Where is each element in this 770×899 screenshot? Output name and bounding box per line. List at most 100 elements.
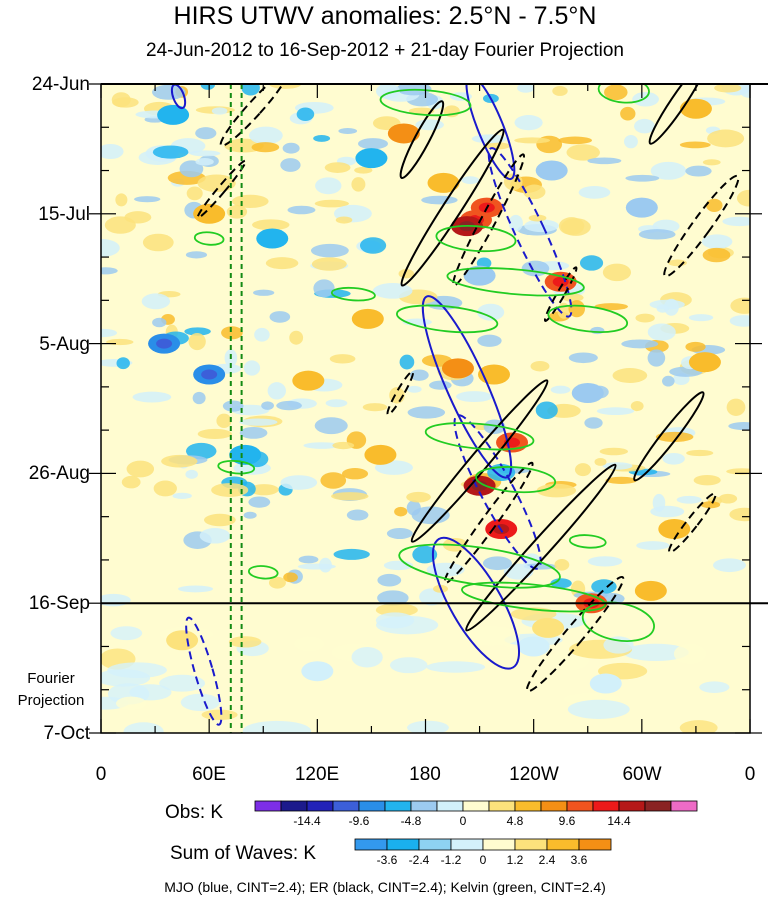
anomaly-texture: [647, 323, 676, 341]
anomaly-texture: [358, 138, 388, 150]
projection-texture: [699, 681, 730, 693]
anomaly-texture: [662, 375, 675, 387]
projection-texture: [159, 674, 206, 692]
kelvin-contour: [475, 466, 557, 494]
anomaly-texture: [679, 141, 711, 149]
colorbar-box: [386, 838, 420, 851]
legend-footer: MJO (blue, CINT=2.4); ER (black, CINT=2.…: [164, 879, 606, 895]
colorbar-box: [280, 800, 308, 812]
anomaly-texture: [700, 501, 721, 509]
anomaly-texture: [296, 107, 315, 121]
anomaly-feature: [157, 104, 190, 125]
anomaly-texture: [566, 144, 600, 161]
anomaly-texture: [558, 136, 593, 145]
anomaly-texture: [605, 476, 637, 484]
obs-colorbar: -14.4 -9.6 -4.8 0 4.8 9.6 14.4: [254, 800, 698, 828]
colorbar-box: [514, 838, 548, 851]
kelvin-contour: [330, 286, 376, 302]
colorbar-box: [418, 838, 452, 851]
anomaly-texture: [112, 97, 139, 108]
anomaly-texture: [335, 216, 353, 224]
anomaly-feature: [571, 383, 604, 404]
anomaly-texture: [152, 84, 186, 100]
anomaly-texture: [604, 84, 628, 101]
colorbar-tick-label: 9.6: [559, 814, 576, 828]
anomaly-texture: [268, 576, 286, 589]
anomaly-texture: [269, 311, 291, 323]
anomaly-texture: [686, 449, 714, 457]
er-contour: [399, 100, 445, 179]
anomaly-texture: [736, 189, 750, 207]
anomaly-texture: [419, 588, 445, 606]
anomaly-texture: [325, 399, 348, 408]
anomaly-texture: [482, 556, 512, 571]
anomaly-texture: [239, 426, 268, 439]
anomaly-texture: [636, 541, 670, 550]
anomaly-texture: [152, 317, 167, 328]
anomaly-texture: [562, 293, 584, 302]
er-contour: [465, 463, 617, 632]
anomaly-feature: [427, 172, 460, 193]
kelvin-contour: [217, 459, 256, 475]
anomaly-texture: [579, 255, 604, 271]
anomaly-feature-core: [156, 338, 173, 349]
colorbar-tick-label: 0: [460, 814, 467, 828]
anomaly-texture: [568, 352, 598, 364]
projection-texture: [351, 646, 383, 668]
obs-colorbar-label: Obs: K: [165, 802, 224, 823]
er-contour: [443, 461, 534, 585]
x-tick-label: 120E: [294, 764, 340, 785]
colorbar-box: [254, 800, 282, 812]
anomaly-texture: [602, 263, 632, 282]
anomaly-texture: [243, 360, 261, 376]
anomaly-texture: [121, 475, 141, 489]
projection-texture: [567, 699, 630, 719]
projection-texture: [462, 625, 520, 646]
anomaly-texture: [248, 496, 271, 508]
anomaly-texture: [524, 219, 559, 233]
anomaly-texture: [408, 107, 435, 115]
mjo-contour: [487, 147, 573, 318]
anomaly-texture: [461, 176, 480, 185]
anomaly-texture: [222, 400, 244, 412]
y-tick-label: 16-Sep: [28, 593, 90, 614]
anomaly-texture: [221, 326, 243, 340]
anomaly-texture: [624, 134, 638, 149]
x-tick-label: 60E: [192, 764, 226, 785]
colorbar-box: [578, 838, 612, 851]
mjo-contour: [465, 84, 516, 181]
anomaly-texture: [621, 339, 659, 349]
fourier-projection-label: Fourier Projection: [6, 668, 96, 712]
anomaly-texture: [179, 160, 204, 178]
anomaly-texture: [192, 391, 206, 405]
anomaly-texture: [132, 391, 172, 403]
projection-texture: [201, 709, 238, 720]
anomaly-texture: [329, 354, 356, 364]
anomaly-texture: [429, 380, 452, 390]
projection-texture: [679, 720, 718, 733]
anomaly-texture: [185, 442, 217, 460]
anomaly-texture: [267, 382, 286, 400]
projection-texture: [375, 612, 415, 629]
anomaly-texture: [104, 216, 136, 234]
anomaly-texture: [153, 480, 177, 497]
anomaly-texture: [184, 327, 211, 336]
colorbar-box: [306, 800, 334, 812]
anomaly-texture: [536, 483, 577, 498]
anomaly-feature: [532, 617, 565, 638]
anomaly-texture: [625, 174, 660, 182]
anomaly-texture: [289, 330, 304, 345]
anomaly-feature: [355, 148, 388, 169]
anomaly-texture: [477, 334, 502, 347]
anomaly-texture: [101, 267, 118, 275]
projection-texture: [107, 662, 167, 678]
anomaly-texture: [386, 527, 413, 539]
anomaly-texture: [587, 157, 622, 165]
anomaly-texture: [185, 469, 198, 479]
anomaly-texture: [351, 177, 366, 192]
projection-texture: [426, 661, 486, 673]
anomaly-texture: [702, 159, 721, 166]
anomaly-texture: [558, 217, 585, 235]
kelvin-contour: [568, 534, 607, 549]
anomaly-feature: [535, 160, 568, 181]
